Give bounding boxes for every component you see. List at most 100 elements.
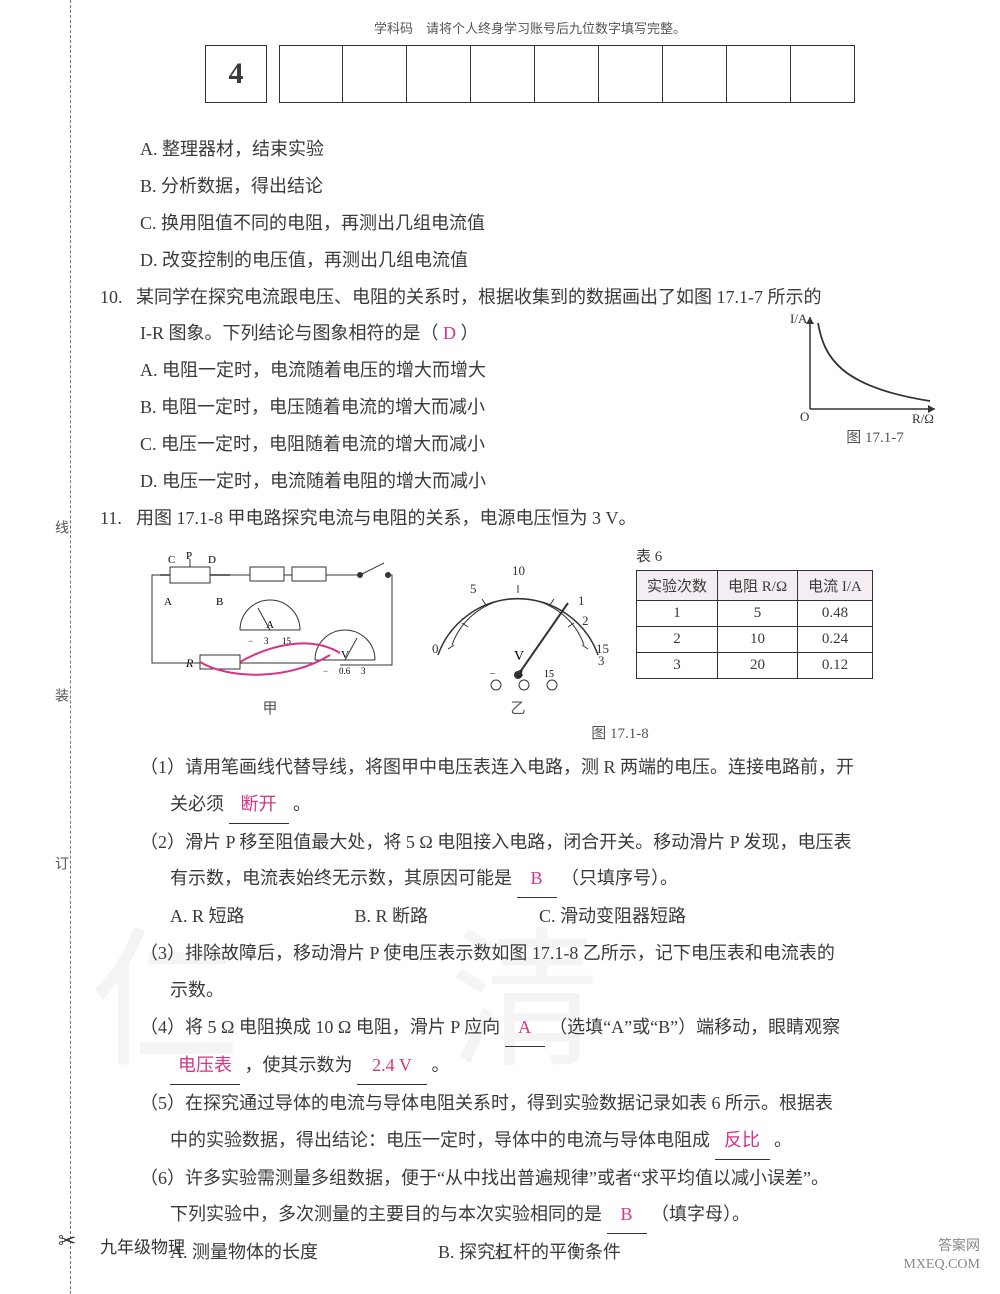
- table-header: 电阻 R/Ω: [718, 570, 798, 600]
- svg-text:2: 2: [582, 613, 589, 628]
- q10-stem-text1: 某同学在探究电流跟电压、电阻的关系时，根据收集到的数据画出了如图 17.1-7 …: [136, 287, 822, 307]
- q11-sub6-tail: （填字母）。: [651, 1204, 750, 1224]
- q11-fig-label-right: 乙: [418, 697, 618, 718]
- q11-figure-caption: 图 17.1-8: [280, 722, 960, 743]
- q10-option-d: D. 电压一定时，电流随着电阻的增大而减小: [100, 463, 960, 500]
- svg-text:1: 1: [578, 593, 585, 608]
- digit-cell[interactable]: [727, 45, 791, 103]
- q11-sub2-opt-b: B. R 断路: [355, 898, 535, 935]
- q11-sub4-answer2: 电压表: [170, 1047, 240, 1085]
- digit-cell[interactable]: [471, 45, 535, 103]
- q11-sub1-tail: 。: [293, 794, 311, 814]
- svg-text:0.6: 0.6: [339, 666, 351, 676]
- footer-subject: 九年级物理: [100, 1233, 185, 1258]
- q11-table-block: 表 6 实验次数 电阻 R/Ω 电流 I/A 1 5 0.48 2 10 0.2…: [636, 545, 873, 679]
- q11-stem-text: 用图 17.1-8 甲电路探究电流与电阻的关系，电源电压恒为 3 V。: [136, 508, 637, 528]
- svg-text:3: 3: [598, 653, 605, 668]
- q11-data-table: 实验次数 电阻 R/Ω 电流 I/A 1 5 0.48 2 10 0.24 3 …: [636, 570, 873, 679]
- svg-text:3: 3: [518, 669, 523, 680]
- svg-text:5: 5: [470, 581, 477, 596]
- q11-sub2-line1: （2）滑片 P 移至阻值最大处，将 5 Ω 电阻接入电路，闭合开关。移动滑片 P…: [100, 824, 960, 861]
- table-cell: 1: [637, 600, 718, 626]
- q11-table-title: 表 6: [636, 545, 873, 566]
- badge-line1: 答案网: [903, 1238, 980, 1256]
- table-cell: 10: [718, 626, 798, 652]
- top-instruction: 学科码 请将个人终身学习账号后九位数字填写完整。: [100, 18, 960, 37]
- q11-sub6-line2: 下列实验中，多次测量的主要目的与本次实验相同的是 B （填字母）。: [100, 1196, 960, 1234]
- table-header: 电流 I/A: [798, 570, 873, 600]
- q11-sub3-line1: （3）排除故障后，移动滑片 P 使电压表示数如图 17.1-8 乙所示，记下电压…: [100, 935, 960, 972]
- q11-sub5-line2: 中的实验数据，得出结论：电压一定时，导体中的电流与导体电阻成 反比 。: [100, 1122, 960, 1160]
- q11-sub5-tail: 。: [774, 1130, 792, 1150]
- digit-cell[interactable]: [279, 45, 343, 103]
- axis-origin: O: [800, 409, 809, 424]
- ir-curve-svg: I/A R/Ω O: [790, 309, 940, 424]
- subject-code-box: 4: [205, 45, 267, 103]
- q11-sub1-answer: 断开: [229, 786, 289, 824]
- q11-voltmeter-figure: 0 5 10 1 15 2 3: [418, 545, 618, 718]
- svg-text:P: P: [186, 550, 192, 562]
- svg-text:A: A: [164, 596, 172, 608]
- q11-sub4-line2: 电压表 ，使其示数为 2.4 V 。: [100, 1047, 960, 1085]
- q11-circuit-figure: C D P A B A −: [140, 545, 400, 718]
- digit-cell[interactable]: [343, 45, 407, 103]
- table-row: 2 10 0.24: [637, 626, 873, 652]
- q11-sub2-options: A. R 短路 B. R 断路 C. 滑动变阻器短路: [100, 898, 960, 935]
- q9-option-c: C. 换用阻值不同的电阻，再测出几组电流值: [100, 205, 960, 242]
- q11-sub6-opt-a: A. 测量物体的长度: [170, 1234, 318, 1271]
- q11-sub4-answer3: 2.4 V: [357, 1047, 427, 1085]
- q10-number: 10.: [100, 279, 136, 316]
- q11-sub6-line1: （6）许多实验需测量多组数据，便于“从中找出普遍规律”或者“求平均值以减小误差”…: [100, 1160, 960, 1197]
- q11-sub6-options: A. 测量物体的长度 B. 探究杠杆的平衡条件: [100, 1234, 960, 1271]
- q11-stem: 11.用图 17.1-8 甲电路探究电流与电阻的关系，电源电压恒为 3 V。: [100, 500, 960, 537]
- q11-sub5-text: 中的实验数据，得出结论：电压一定时，导体中的电流与导体电阻成: [170, 1130, 710, 1150]
- q11-sub2-text: 有示数，电流表始终无示数，其原因可能是: [170, 868, 512, 888]
- axis-x-label: R/Ω: [912, 411, 934, 424]
- q10-figure: I/A R/Ω O 图 17.1-7: [790, 309, 960, 447]
- q11-sub5-answer: 反比: [715, 1122, 770, 1160]
- svg-text:15: 15: [544, 669, 554, 680]
- q10-figure-caption: 图 17.1-7: [790, 426, 960, 447]
- table-cell: 0.24: [798, 626, 873, 652]
- q10-stem-text2a: I-R 图象。下列结论与图象相符的是（: [140, 323, 439, 343]
- table-cell: 0.12: [798, 652, 873, 678]
- svg-text:B: B: [216, 596, 223, 608]
- q11-figure-row: C D P A B A −: [140, 545, 960, 718]
- svg-text:3: 3: [264, 636, 269, 646]
- q9-option-a: A. 整理器材，结束实验: [100, 131, 960, 168]
- digit-cell[interactable]: [535, 45, 599, 103]
- axis-y-label: I/A: [790, 311, 808, 326]
- page-content: 学科码 请将个人终身学习账号后九位数字填写完整。 4 A. 整理器材，结束实验 …: [100, 0, 960, 1271]
- q11-sub4-answer1: A: [505, 1009, 545, 1047]
- digit-cell[interactable]: [407, 45, 471, 103]
- q11-sub2-line2: 有示数，电流表始终无示数，其原因可能是 B （只填序号）。: [100, 860, 960, 898]
- table-cell: 2: [637, 626, 718, 652]
- q11-number: 11.: [100, 500, 136, 537]
- corner-badge: 答案网 MXEQ.COM: [903, 1238, 980, 1274]
- svg-text:V: V: [341, 649, 349, 661]
- q11-sub2-opt-c: C. 滑动变阻器短路: [539, 898, 686, 935]
- svg-text:A: A: [266, 619, 274, 631]
- q11-sub4-text1: （4）将 5 Ω 电阻换成 10 Ω 电阻，滑片 P 应向: [140, 1017, 500, 1037]
- page-number: 35: [493, 1248, 507, 1264]
- table-header: 实验次数: [637, 570, 718, 600]
- digit-cell[interactable]: [663, 45, 727, 103]
- digit-cell[interactable]: [791, 45, 855, 103]
- q11-sub6-opt-b: B. 探究杠杆的平衡条件: [438, 1234, 621, 1271]
- account-digit-grid: [279, 45, 855, 103]
- q11-sub4-text3: ，使其示数为: [245, 1055, 353, 1075]
- table-cell: 20: [718, 652, 798, 678]
- q11-sub2-tail: （只填序号）。: [561, 868, 678, 888]
- table-cell: 0.48: [798, 600, 873, 626]
- q11-sub1-line1: （1）请用笔画线代替导线，将图甲中电压表连入电路，测 R 两端的电压。连接电路前…: [100, 749, 960, 786]
- q11-sub6-answer: B: [607, 1196, 647, 1234]
- table-cell: 3: [637, 652, 718, 678]
- svg-text:−: −: [323, 666, 328, 676]
- q11-sub6-text: 下列实验中，多次测量的主要目的与本次实验相同的是: [170, 1204, 602, 1224]
- binding-dashed-line: [70, 0, 71, 1294]
- svg-text:3: 3: [361, 666, 366, 676]
- q11-sub1-text: 关必须: [170, 794, 224, 814]
- digit-cell[interactable]: [599, 45, 663, 103]
- table-row: 1 5 0.48: [637, 600, 873, 626]
- svg-text:−: −: [248, 636, 253, 646]
